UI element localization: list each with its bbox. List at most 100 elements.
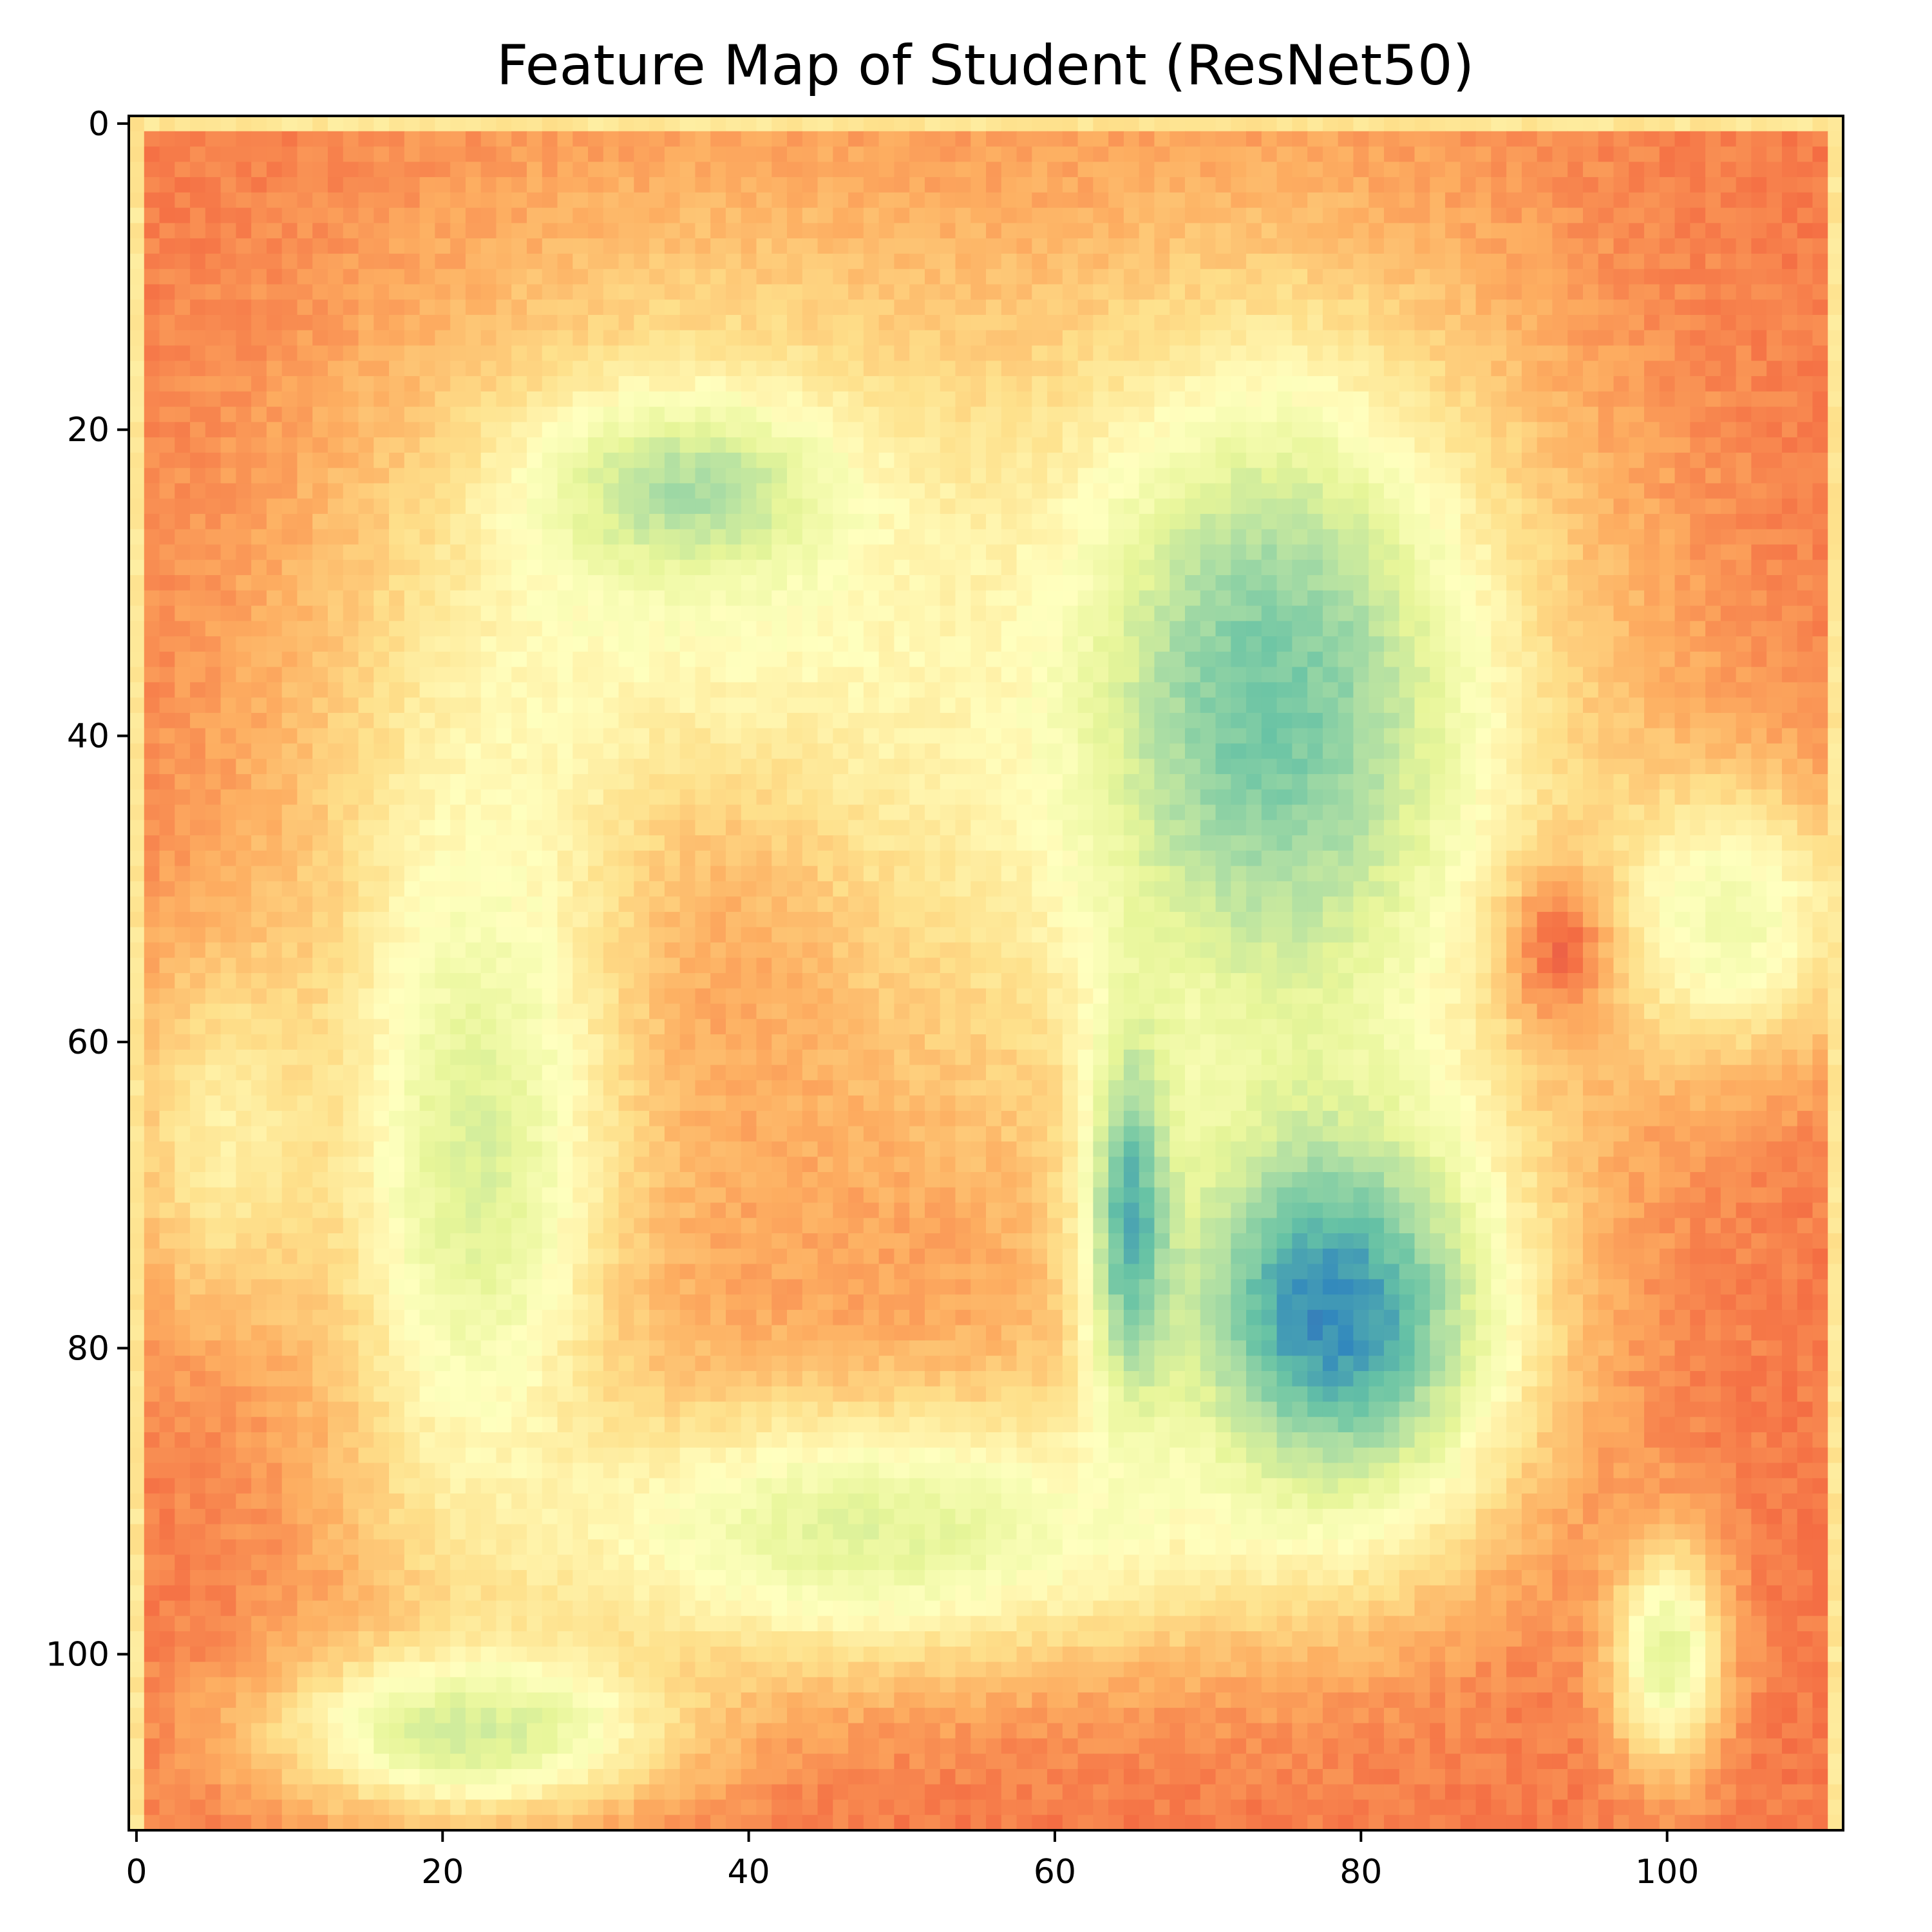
heatmap-cell [465,651,482,668]
heatmap-cell [465,682,482,698]
heatmap-cell [1170,116,1186,132]
heatmap-cell [1261,345,1278,361]
heatmap-cell [679,560,696,576]
heatmap-cell [878,697,895,714]
heatmap-cell [894,667,910,683]
heatmap-cell [236,529,252,545]
heatmap-cell [1659,712,1676,729]
heatmap-cell [971,468,987,484]
heatmap-cell [496,667,512,683]
heatmap-cell [1246,560,1262,576]
heatmap-cell [236,575,252,591]
heatmap-cell [404,483,421,499]
heatmap-cell [1812,207,1828,223]
heatmap-cell [1720,116,1737,132]
heatmap-cell [358,743,374,759]
heatmap-cell [435,544,451,560]
heatmap-cell [725,177,742,193]
heatmap-cell [1797,498,1814,515]
heatmap-cell [863,728,880,744]
heatmap-cell [190,605,206,621]
heatmap-cell [159,560,175,576]
heatmap-cell [281,759,298,775]
heatmap-cell [756,575,772,591]
heatmap-cell [1552,728,1568,744]
heatmap-cell [741,621,757,637]
heatmap-cell [1613,774,1629,790]
heatmap-cell [817,314,833,331]
heatmap-cell [144,605,160,621]
heatmap-cell [526,590,543,607]
heatmap-cell [1399,468,1416,484]
heatmap-cell [175,223,191,239]
heatmap-cell [526,284,543,300]
heatmap-cell [465,391,482,408]
heatmap-cell [435,223,451,239]
heatmap-cell [1123,651,1140,668]
heatmap-cell [1077,223,1094,239]
heatmap-cell [909,299,925,316]
heatmap-cell [1231,345,1247,361]
heatmap-cell [1460,636,1477,652]
heatmap-cell [649,223,665,239]
heatmap-cell [573,391,589,408]
heatmap-cell [1567,253,1584,270]
heatmap-cell [649,146,665,162]
heatmap-cell [1383,560,1400,576]
heatmap-cell [1108,314,1124,331]
heatmap-cell [848,743,864,759]
heatmap-cell [940,575,956,591]
heatmap-cell [129,697,145,714]
heatmap-cell [1506,452,1522,469]
heatmap-cell [297,238,313,254]
heatmap-cell [1705,636,1721,652]
heatmap-cell [236,712,252,729]
heatmap-cell [1613,116,1629,132]
heatmap-cell [358,391,374,408]
heatmap-cell [1629,452,1645,469]
heatmap-cell [909,498,925,515]
heatmap-cell [1506,391,1522,408]
heatmap-cell [1184,284,1201,300]
heatmap-cell [603,162,620,178]
heatmap-cell [894,437,910,453]
heatmap-cell [1430,422,1446,438]
heatmap-cell [1077,636,1094,652]
heatmap-cell [526,682,543,698]
heatmap-cell [526,483,543,499]
heatmap-cell [664,162,681,178]
heatmap-cell [787,667,803,683]
heatmap-cell [1062,361,1079,377]
heatmap-cell [1506,345,1522,361]
heatmap-cell [496,636,512,652]
heatmap-cell [725,774,742,790]
heatmap-cell [588,483,604,499]
heatmap-cell [649,253,665,270]
heatmap-cell [741,712,757,729]
heatmap-cell [1322,177,1339,193]
heatmap-cell [1720,192,1737,209]
heatmap-cell [1430,238,1446,254]
heatmap-cell [1414,330,1430,346]
heatmap-cell [725,728,742,744]
heatmap-cell [312,345,328,361]
heatmap-cell [526,269,543,285]
heatmap-cell [251,131,267,147]
heatmap-cell [374,544,390,560]
heatmap-cell [1246,192,1262,209]
heatmap-cell [664,146,681,162]
heatmap-cell [1170,774,1186,790]
heatmap-cell [511,223,527,239]
heatmap-cell [971,682,987,698]
heatmap-cell [1705,269,1721,285]
heatmap-cell [251,406,267,422]
heatmap-cell [1032,605,1048,621]
heatmap-cell [496,529,512,545]
heatmap-cell [1016,483,1032,499]
heatmap-cell [1506,575,1522,591]
heatmap-cell [878,743,895,759]
heatmap-cell [220,636,236,652]
heatmap-cell [1154,667,1170,683]
heatmap-cell [557,560,573,576]
heatmap-cell [710,468,726,484]
